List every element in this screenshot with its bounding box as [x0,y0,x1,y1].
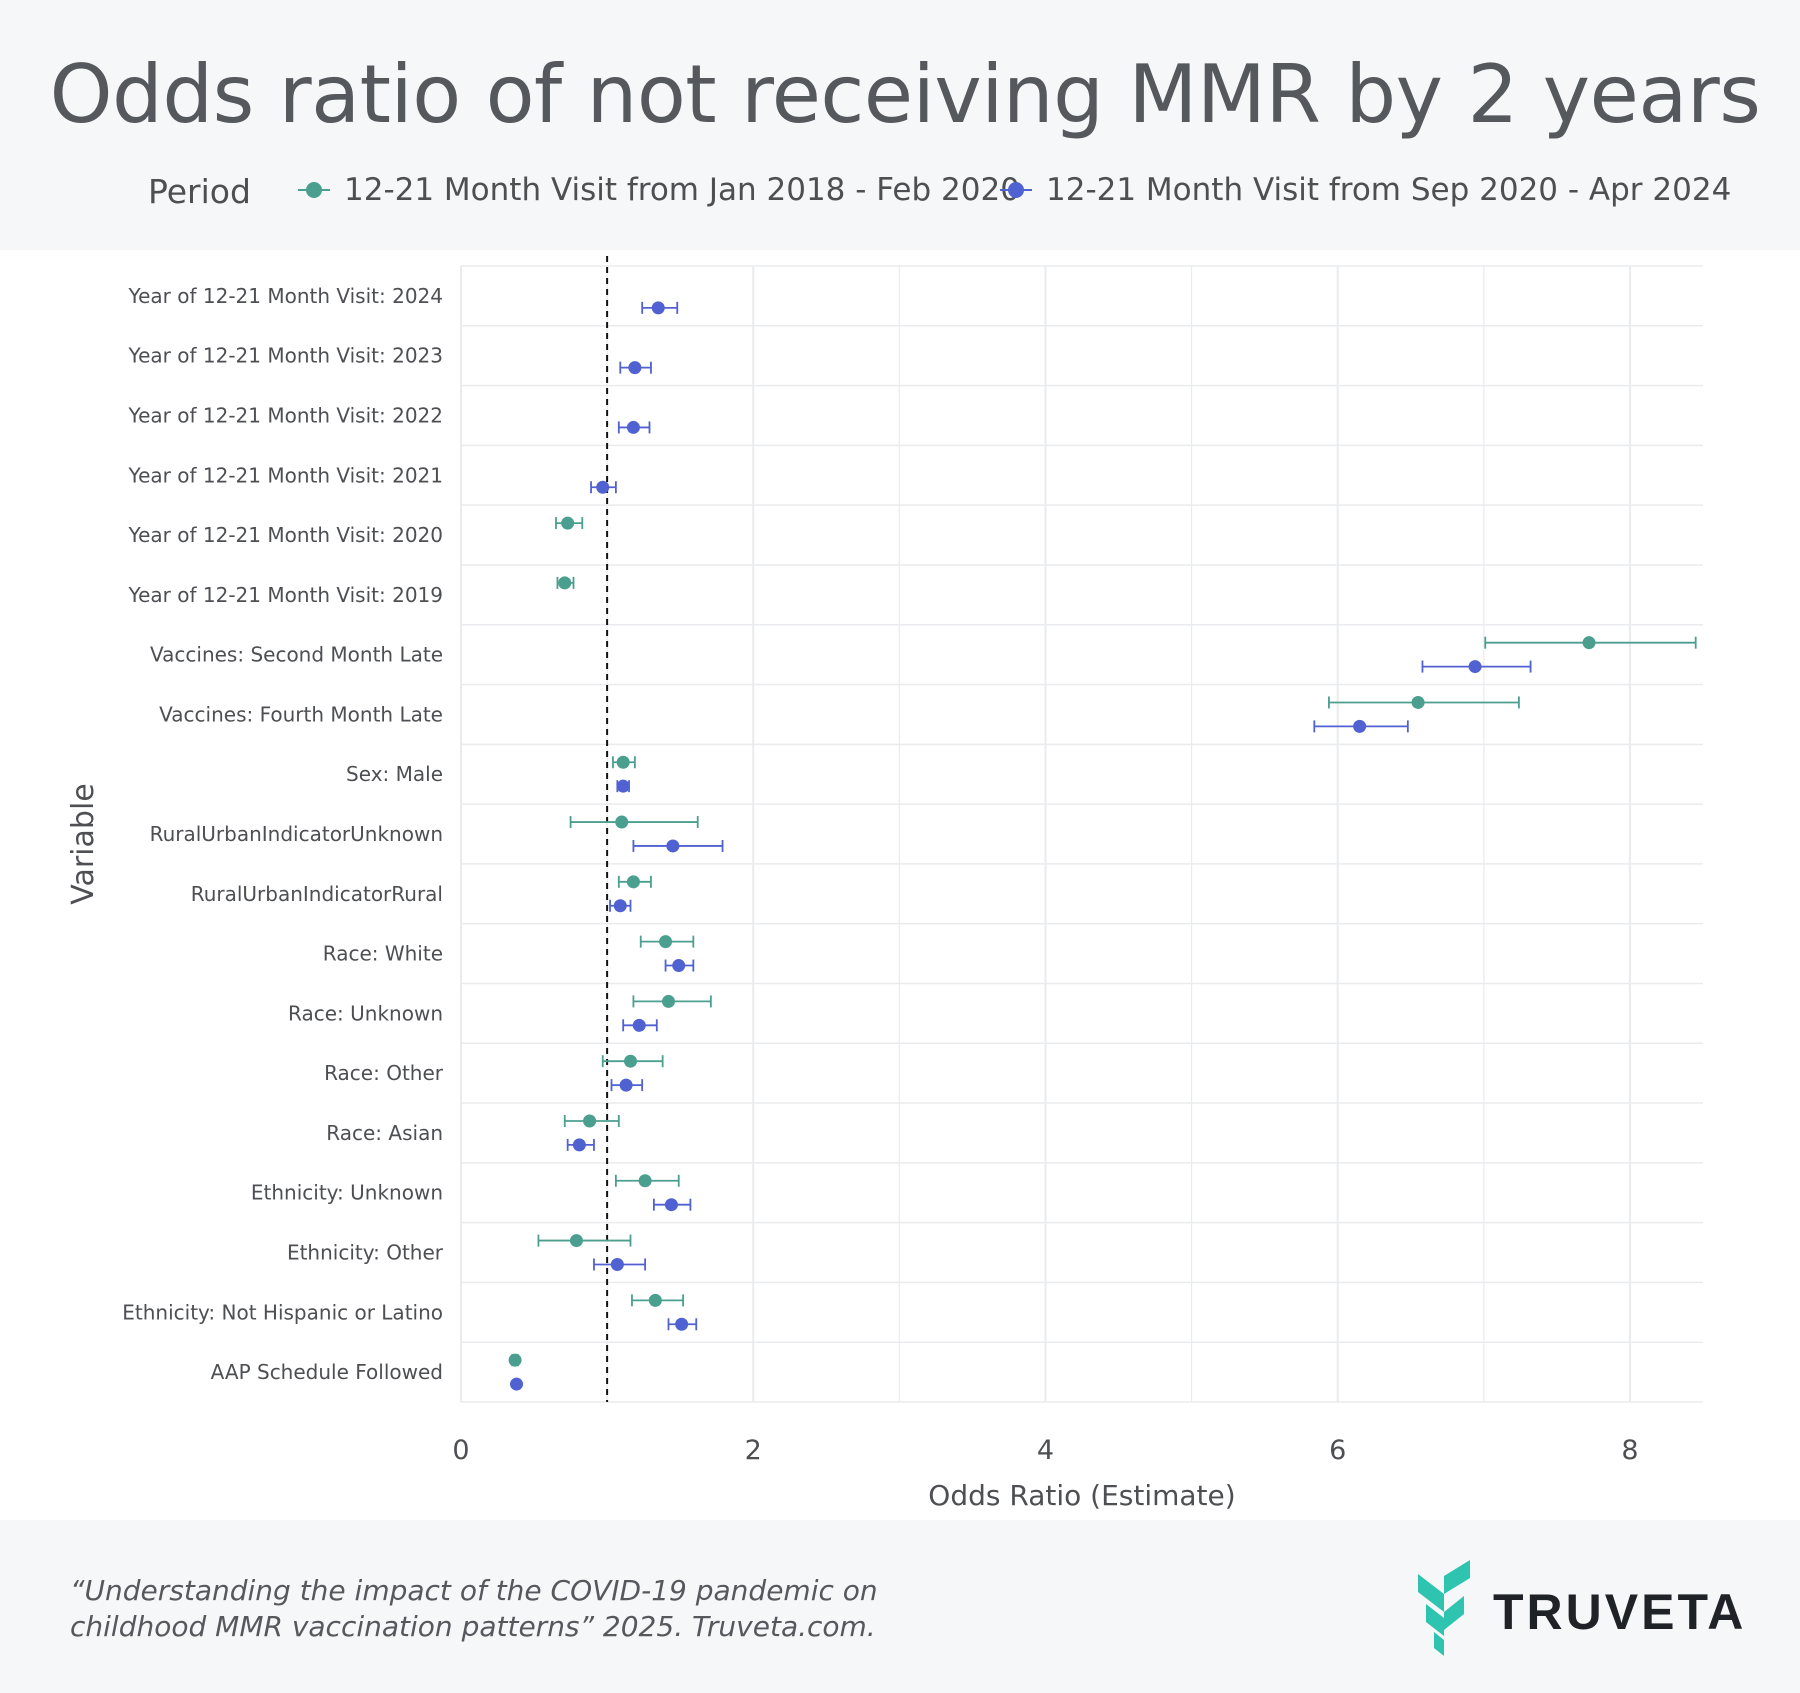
y-axis-title: Variable [66,783,101,904]
data-point [623,1054,637,1068]
y-tick-label: Ethnicity: Other [287,1241,444,1265]
data-point [659,935,673,949]
legend-marker-series-a-icon [298,182,330,198]
data-point [664,1198,678,1212]
data-point [508,1353,522,1367]
citation: “Understanding the impact of the COVID-1… [70,1573,878,1645]
data-point [626,420,640,434]
truveta-logo-icon [1418,1560,1470,1656]
data-point [628,361,642,375]
data-point [626,875,640,889]
citation-line-2: childhood MMR vaccination patterns” 2025… [70,1610,876,1643]
x-tick-label: 4 [1037,1435,1054,1466]
data-point [596,480,610,494]
data-point [1582,636,1596,650]
data-point [638,1174,652,1188]
y-tick-label: Year of 12-21 Month Visit: 2024 [128,284,443,308]
y-tick-label: Race: Other [324,1061,444,1085]
y-tick-label: Year of 12-21 Month Visit: 2023 [128,344,443,368]
data-point [648,1293,662,1307]
y-tick-label: RuralUrbanIndicatorRural [191,882,443,906]
data-point [1468,660,1482,674]
plot-panel: Year of 12-21 Month Visit: 2024 Year of 1… [0,250,1800,1520]
chart-title: Odds ratio of not receiving MMR by 2 yea… [49,48,1761,141]
x-tick-label: 2 [745,1435,762,1466]
legend-marker-series-b-icon [1000,182,1032,198]
data-point [651,301,665,315]
data-point [666,839,680,853]
data-point [583,1114,597,1128]
forest-plot: Year of 12-21 Month Visit: 2024 Year of 1… [66,256,1703,1512]
data-point [615,815,629,829]
data-point [616,755,630,769]
data-point [619,1078,633,1092]
data-point [569,1234,583,1248]
y-tick-label: AAP Schedule Followed [211,1360,443,1384]
data-point [661,994,675,1008]
y-tick-label: Year of 12-21 Month Visit: 2022 [128,403,443,427]
x-tick-label: 6 [1329,1435,1346,1466]
x-tick-label: 8 [1621,1435,1638,1466]
data-point [613,899,627,913]
y-tick-label: Race: White [323,942,443,966]
data-point [675,1317,689,1331]
y-tick-label: Race: Asian [326,1121,443,1145]
y-tick-label: Year of 12-21 Month Visit: 2020 [128,523,443,547]
data-point [510,1377,524,1391]
data-point [558,576,572,590]
legend-label-series-a: 12-21 Month Visit from Jan 2018 - Feb 20… [344,172,1020,208]
x-tick-label: 0 [452,1435,469,1466]
data-point [610,1257,624,1271]
y-tick-label: Race: Unknown [288,1001,443,1025]
y-tick-label: Vaccines: Second Month Late [150,643,443,667]
data-point [561,516,575,530]
legend-title: Period [148,172,251,211]
y-tick-label: Year of 12-21 Month Visit: 2019 [128,583,443,607]
data-point [616,779,630,793]
y-tick-label: Ethnicity: Unknown [251,1181,443,1205]
data-point [672,959,686,973]
citation-line-1: “Understanding the impact of the COVID-1… [70,1574,878,1607]
data-point [572,1138,586,1152]
y-tick-label: Sex: Male [346,762,443,786]
logo-wordmark: TRUVETA [1493,1584,1747,1640]
data-point [1353,719,1367,733]
y-tick-label: Ethnicity: Not Hispanic or Latino [122,1300,443,1324]
y-tick-label: Vaccines: Fourth Month Late [159,702,443,726]
data-point [632,1018,646,1032]
legend-label-series-b: 12-21 Month Visit from Sep 2020 - Apr 20… [1046,172,1732,208]
x-axis-title: Odds Ratio (Estimate) [928,1479,1235,1512]
y-tick-label: RuralUrbanIndicatorUnknown [150,822,443,846]
y-tick-label: Year of 12-21 Month Visit: 2021 [128,463,443,487]
data-point [1411,695,1425,709]
